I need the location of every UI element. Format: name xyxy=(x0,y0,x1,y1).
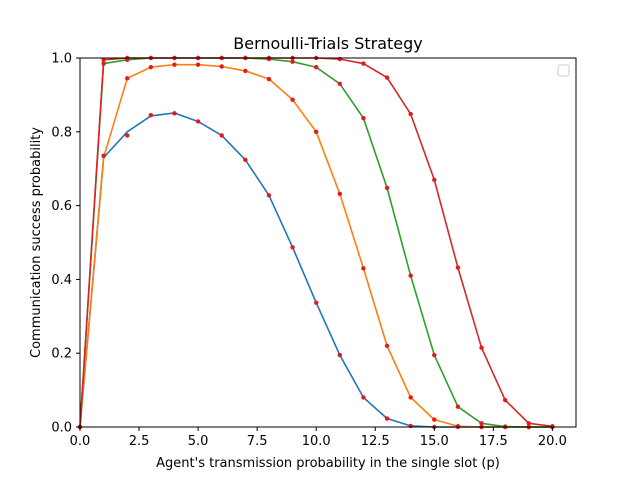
data-point-4 xyxy=(384,75,390,80)
x-axis-label: Agent's transmission probability in the … xyxy=(156,456,500,471)
data-point-1 xyxy=(219,133,224,138)
data-point-2 xyxy=(384,343,390,349)
data-point-4 xyxy=(101,57,106,63)
data-point-1 xyxy=(243,157,248,163)
y-tick-label: 0.2 xyxy=(51,347,72,362)
data-point-1 xyxy=(361,395,366,400)
data-point-3 xyxy=(479,421,484,426)
y-tick-label: 1.0 xyxy=(51,52,72,67)
data-point-2 xyxy=(243,68,248,74)
data-point-3 xyxy=(432,352,437,358)
x-tick-label: 7.5 xyxy=(247,434,268,449)
data-point-1 xyxy=(195,119,201,124)
x-tick-label: 10.0 xyxy=(302,434,331,449)
data-point-4 xyxy=(502,397,508,403)
data-point-2 xyxy=(313,129,319,134)
data-point-1 xyxy=(384,416,390,421)
data-point-2 xyxy=(432,417,437,422)
y-axis: 0.0 0.2 0.4 0.6 0.8 1.0 xyxy=(51,52,80,436)
y-axis-label: Communication success probability xyxy=(29,127,44,358)
data-point-2 xyxy=(266,76,272,82)
y-tick-label: 0.6 xyxy=(51,199,72,214)
data-point-3 xyxy=(101,61,106,66)
data-point-3 xyxy=(337,81,343,87)
x-tick-label: 12.5 xyxy=(361,434,390,449)
data-point-3 xyxy=(384,185,390,191)
x-tick-label: 5.0 xyxy=(188,434,209,449)
x-tick-label: 17.5 xyxy=(479,434,508,449)
data-point-2 xyxy=(125,76,130,81)
data-point-3 xyxy=(455,404,461,409)
data-point-1 xyxy=(266,193,272,198)
x-tick-label: 20.0 xyxy=(538,434,567,449)
y-tick-label: 0.4 xyxy=(51,273,72,288)
legend-box xyxy=(557,64,570,77)
data-point-4 xyxy=(455,265,461,270)
data-point-2 xyxy=(455,424,461,429)
x-axis: 0.0 2.5 5.0 7.5 10.0 12.5 15.0 17.5 20.0 xyxy=(70,427,567,449)
data-point-1 xyxy=(313,300,319,305)
chart-title: Bernoulli-Trials Strategy xyxy=(233,34,423,53)
x-tick-label: 15.0 xyxy=(420,434,449,449)
plot-frame xyxy=(79,57,577,428)
data-point-2 xyxy=(337,191,343,196)
data-point-1 xyxy=(337,352,343,358)
data-point-4 xyxy=(408,111,413,117)
data-point-1 xyxy=(172,111,177,116)
data-point-2 xyxy=(148,65,154,70)
data-point-2 xyxy=(195,62,201,67)
data-point-2 xyxy=(361,266,366,271)
data-point-2 xyxy=(408,395,413,400)
data-point-2 xyxy=(219,64,224,69)
data-point-2 xyxy=(290,97,295,102)
data-point-4 xyxy=(479,345,484,350)
data-point-2 xyxy=(172,62,177,67)
data-point-4 xyxy=(526,421,531,426)
data-point-4 xyxy=(361,61,366,66)
data-point-3 xyxy=(408,273,413,278)
data-point-2 xyxy=(101,153,106,158)
data-point-3 xyxy=(290,59,295,64)
y-tick-label: 0.0 xyxy=(51,421,72,436)
data-point-1 xyxy=(125,133,130,138)
x-tick-label: 0.0 xyxy=(70,434,91,449)
data-point-1 xyxy=(148,112,154,118)
data-point-3 xyxy=(361,115,366,121)
x-tick-label: 2.5 xyxy=(129,434,150,449)
data-point-3 xyxy=(313,65,319,70)
data-point-4 xyxy=(432,177,437,182)
data-point-1 xyxy=(290,245,295,250)
y-tick-label: 0.8 xyxy=(51,125,72,140)
